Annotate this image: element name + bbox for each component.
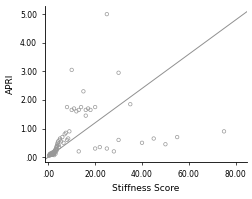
Point — [67, 130, 71, 133]
Point — [128, 103, 132, 106]
Point — [53, 148, 57, 152]
Point — [93, 105, 97, 109]
Point — [65, 105, 69, 109]
Point — [52, 151, 56, 154]
Point — [54, 147, 58, 150]
Point — [69, 108, 73, 111]
Point — [98, 145, 102, 149]
Point — [55, 148, 59, 152]
Point — [81, 90, 85, 93]
Point — [57, 145, 61, 149]
Point — [54, 150, 58, 153]
Point — [58, 137, 62, 140]
X-axis label: Stiffness Score: Stiffness Score — [112, 184, 179, 193]
Point — [69, 68, 73, 71]
Point — [49, 152, 53, 156]
Point — [174, 136, 178, 139]
Point — [64, 131, 68, 134]
Point — [51, 152, 55, 156]
Point — [104, 147, 108, 150]
Point — [51, 151, 55, 154]
Point — [50, 151, 54, 155]
Point — [66, 137, 70, 140]
Point — [139, 141, 143, 144]
Point — [52, 152, 56, 155]
Point — [55, 141, 59, 144]
Point — [52, 153, 56, 157]
Point — [50, 152, 54, 155]
Point — [88, 108, 92, 111]
Point — [55, 144, 59, 147]
Point — [47, 154, 51, 157]
Point — [79, 105, 83, 109]
Point — [49, 153, 53, 156]
Point — [74, 110, 78, 113]
Point — [57, 138, 61, 141]
Point — [221, 130, 225, 133]
Point — [53, 150, 57, 154]
Point — [47, 153, 51, 156]
Point — [50, 153, 54, 156]
Point — [50, 151, 54, 154]
Point — [76, 108, 80, 111]
Point — [104, 13, 108, 16]
Point — [48, 152, 52, 155]
Point — [93, 147, 97, 150]
Point — [53, 152, 57, 155]
Point — [48, 153, 52, 156]
Point — [55, 143, 59, 146]
Y-axis label: APRI: APRI — [6, 74, 15, 94]
Point — [116, 71, 120, 74]
Point — [163, 143, 167, 146]
Point — [52, 150, 56, 153]
Point — [83, 114, 87, 117]
Point — [65, 138, 69, 141]
Point — [48, 153, 52, 157]
Point — [59, 140, 63, 143]
Point — [54, 145, 58, 149]
Point — [86, 107, 90, 110]
Point — [47, 154, 51, 157]
Point — [56, 140, 60, 143]
Point — [62, 133, 67, 136]
Point — [51, 150, 55, 154]
Point — [72, 107, 76, 110]
Point — [53, 147, 57, 151]
Point — [49, 153, 53, 156]
Point — [76, 150, 80, 153]
Point — [54, 145, 58, 148]
Point — [151, 137, 155, 140]
Point — [60, 136, 64, 139]
Point — [48, 153, 52, 156]
Point — [61, 141, 65, 144]
Point — [56, 143, 60, 147]
Point — [50, 153, 54, 156]
Point — [53, 149, 57, 152]
Point — [83, 108, 87, 111]
Point — [51, 153, 55, 156]
Point — [111, 150, 115, 153]
Point — [116, 138, 120, 141]
Point — [49, 152, 53, 155]
